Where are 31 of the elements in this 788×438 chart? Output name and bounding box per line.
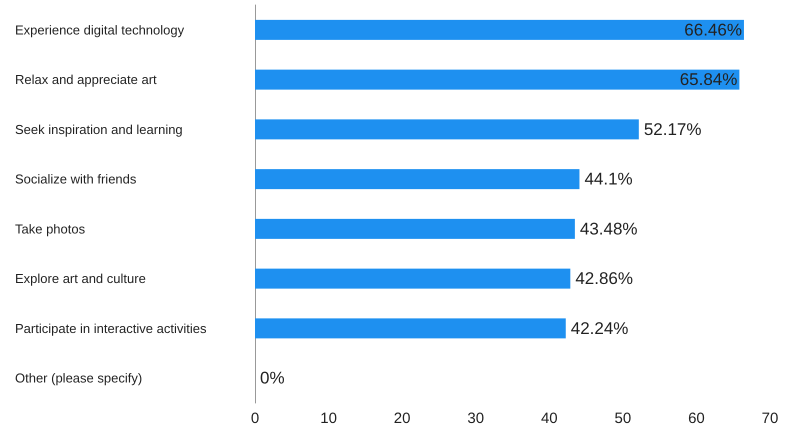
x-tick-label: 40 [540,410,558,427]
data-label: 65.84% [680,70,738,90]
bar [255,20,744,40]
data-label: 52.17% [644,120,702,139]
x-tick-label: 0 [250,410,260,427]
x-tick-label: 10 [320,410,337,427]
y-tick-label: Explore art and culture [15,271,146,286]
bar [255,218,575,239]
y-tick-label: Relax and appreciate art [15,72,158,88]
bar [255,169,580,190]
data-label: 0% [260,368,285,388]
data-label: 42.86% [575,269,633,288]
bar [255,268,570,289]
bar [255,70,740,90]
x-tick-label: 70 [762,410,778,427]
y-tick-label: Participate in interactive activities [15,320,207,336]
x-tick-label: 60 [688,410,705,427]
data-label: 42.24% [570,318,628,338]
y-tick-label: Other (please specify) [15,370,142,386]
y-tick-label: Socialize with friends [15,172,137,187]
x-tick-label: 30 [467,410,484,427]
bar [255,119,639,140]
x-tick-label: 50 [614,410,632,427]
bar [255,318,566,338]
y-tick-label: Seek inspiration and learning [15,122,183,137]
x-tick-label: 20 [394,410,410,427]
data-label: 44.1% [584,170,633,189]
y-tick-label: Experience digital technology [15,22,185,38]
data-label: 66.46% [684,20,742,40]
data-label: 43.48% [580,219,638,238]
y-tick-label: Take photos [15,221,86,236]
